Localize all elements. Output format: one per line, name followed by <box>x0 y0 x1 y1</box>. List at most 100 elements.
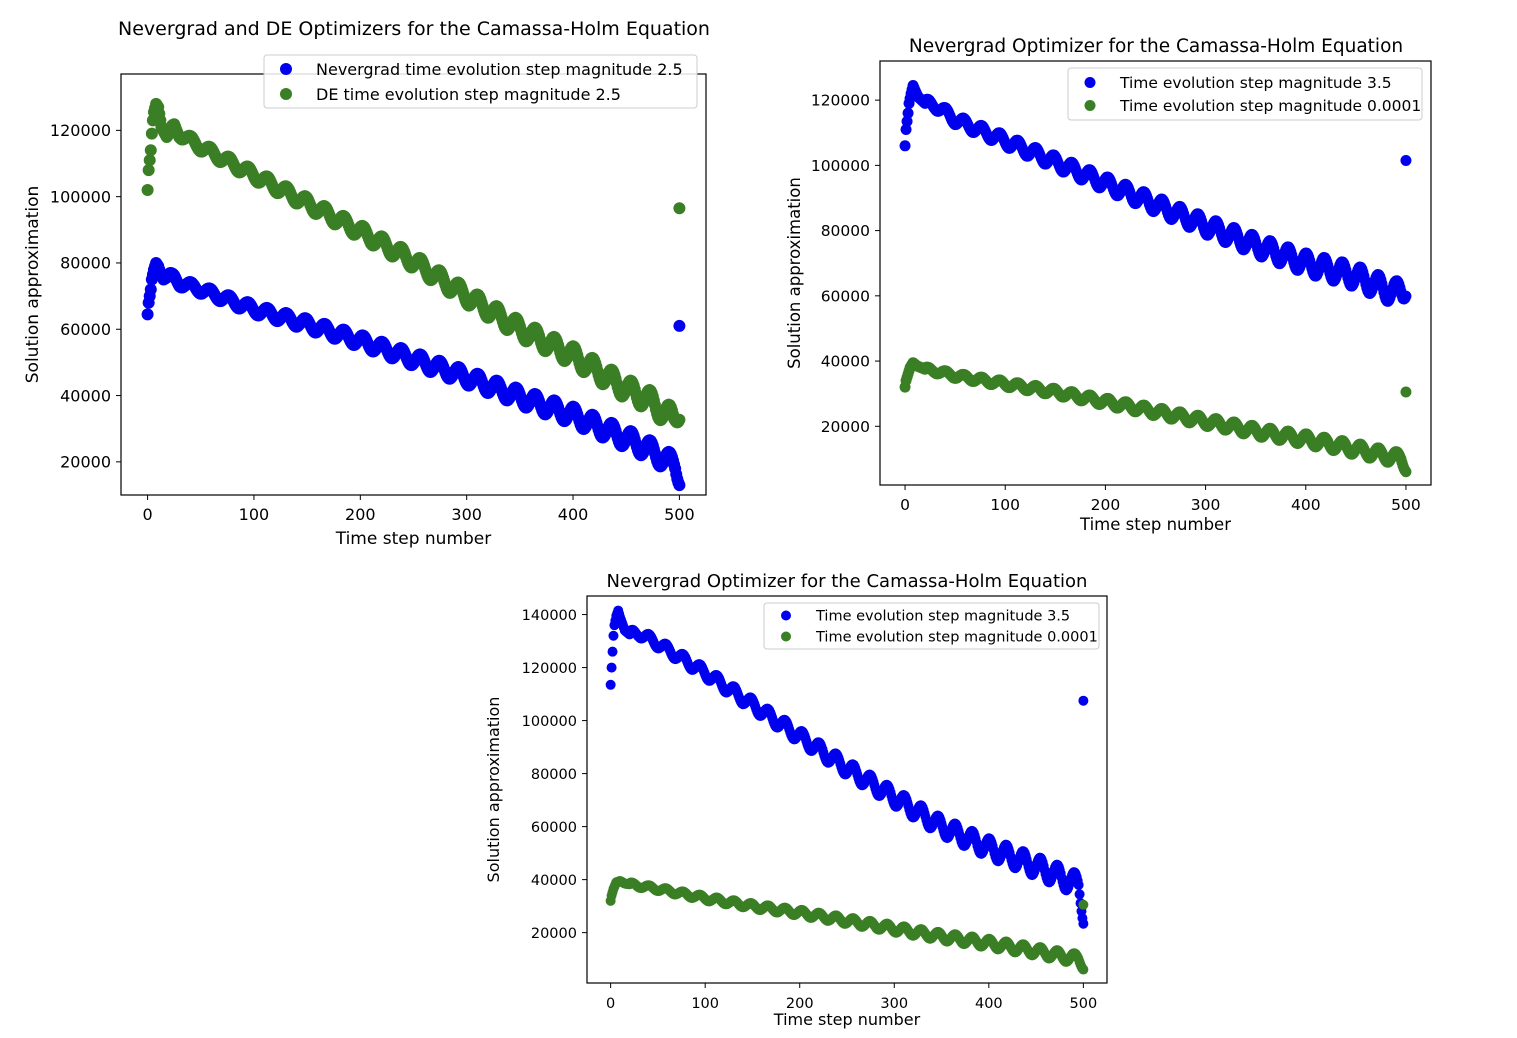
y-tick-label: 60000 <box>531 820 577 836</box>
data-point <box>608 630 619 641</box>
legend-entry-label: Nevergrad time evolution step magnitude … <box>316 60 683 79</box>
series-1 <box>605 605 1089 929</box>
y-tick-label: 20000 <box>60 453 111 472</box>
data-point <box>673 319 686 332</box>
legend-entry-label: DE time evolution step magnitude 2.5 <box>316 85 621 104</box>
x-tick-label: 400 <box>558 505 589 524</box>
data-point <box>673 202 686 215</box>
x-tick-label: 100 <box>239 505 270 524</box>
data-point <box>899 140 911 152</box>
chart-title: Nevergrad Optimizer for the Camassa-Holm… <box>909 36 1403 57</box>
x-tick-label: 200 <box>786 996 814 1012</box>
legend-box <box>763 602 1100 650</box>
data-point <box>606 662 617 673</box>
y-tick-label: 120000 <box>522 661 577 677</box>
legend: Nevergrad time evolution step magnitude … <box>263 54 698 109</box>
x-tick-label: 0 <box>142 505 152 524</box>
data-point <box>1078 899 1089 910</box>
y-tick-label: 120000 <box>811 92 870 110</box>
y-tick-label: 60000 <box>821 287 870 305</box>
data-point <box>1078 695 1089 706</box>
chart-1: Nevergrad and DE Optimizers for the Cama… <box>23 18 710 549</box>
y-tick-label: 80000 <box>531 767 577 783</box>
y-tick-label: 40000 <box>821 353 870 371</box>
data-point <box>901 115 913 127</box>
x-tick-label: 300 <box>1191 496 1221 514</box>
data-point <box>1400 154 1412 166</box>
y-tick-label: 120000 <box>50 121 111 140</box>
x-tick-label: 400 <box>975 996 1003 1012</box>
y-tick-label: 40000 <box>531 873 577 889</box>
chart-3: Nevergrad Optimizer for the Camassa-Holm… <box>484 571 1108 1029</box>
x-tick-label: 300 <box>880 996 908 1012</box>
x-tick-label: 0 <box>900 496 910 514</box>
data-point <box>141 184 154 197</box>
legend-box <box>1067 67 1423 121</box>
data-point <box>902 107 914 119</box>
plot-area-frame <box>586 595 1108 984</box>
y-tick-label: 100000 <box>522 714 577 730</box>
y-tick-label: 80000 <box>60 254 111 273</box>
legend-marker <box>781 610 791 621</box>
y-axis-label: Solution approximation <box>23 186 43 383</box>
x-tick-label: 500 <box>1391 496 1421 514</box>
x-tick-label: 500 <box>1070 996 1098 1012</box>
data-point <box>607 646 618 657</box>
x-axis-label: Time step number <box>335 529 492 549</box>
data-point <box>1400 386 1412 398</box>
data-point <box>1400 290 1412 302</box>
data-point <box>145 127 158 140</box>
chart-2: Nevergrad Optimizer for the Camassa-Holm… <box>785 36 1432 534</box>
data-point <box>144 144 157 157</box>
legend-marker <box>1084 100 1096 111</box>
y-tick-label: 60000 <box>60 320 111 339</box>
y-tick-label: 80000 <box>821 222 870 240</box>
series-2 <box>141 97 686 429</box>
legend-marker <box>781 631 791 642</box>
x-tick-label: 100 <box>990 496 1020 514</box>
data-point <box>1073 879 1084 890</box>
y-tick-label: 20000 <box>531 926 577 942</box>
data-point <box>143 154 156 167</box>
legend: Time evolution step magnitude 3.5 Time ev… <box>763 602 1100 650</box>
series-1 <box>899 79 1412 307</box>
series-2 <box>605 875 1089 975</box>
legend-box <box>263 54 698 109</box>
y-tick-label: 140000 <box>522 608 577 624</box>
plot-area-frame <box>879 60 1432 486</box>
data-point <box>1074 889 1085 900</box>
data-point <box>900 123 912 135</box>
x-axis-label: Time step number <box>773 1010 921 1029</box>
legend-entry-label: Time evolution step magnitude 0.0001 <box>815 630 1098 646</box>
x-tick-label: 400 <box>1291 496 1321 514</box>
legend-marker <box>280 63 292 75</box>
data-point <box>141 308 154 321</box>
y-tick-label: 100000 <box>50 187 111 206</box>
x-tick-label: 0 <box>606 996 615 1012</box>
data-point <box>1078 964 1089 975</box>
legend-marker <box>280 88 292 100</box>
legend-entry-label: Time evolution step magnitude 0.0001 <box>1119 97 1421 115</box>
y-axis-label: Solution approximation <box>484 697 503 883</box>
series-1 <box>141 256 686 492</box>
chart-title: Nevergrad and DE Optimizers for the Cama… <box>118 18 710 40</box>
legend-marker <box>1084 77 1096 88</box>
series-2 <box>899 357 1412 478</box>
data-point <box>144 283 157 296</box>
chart-title: Nevergrad Optimizer for the Camassa-Holm… <box>607 571 1088 592</box>
data-point <box>673 413 686 426</box>
data-point <box>142 164 155 177</box>
data-point <box>673 479 686 492</box>
data-point <box>605 679 616 690</box>
x-axis-label: Time step number <box>1079 515 1231 534</box>
legend-entry-label: Time evolution step magnitude 3.5 <box>1119 74 1392 92</box>
legend-entry-label: Time evolution step magnitude 3.5 <box>815 609 1070 625</box>
y-tick-label: 20000 <box>821 418 870 436</box>
x-tick-label: 300 <box>451 505 482 524</box>
x-tick-label: 200 <box>345 505 376 524</box>
y-tick-label: 100000 <box>811 157 870 175</box>
x-tick-label: 500 <box>664 505 695 524</box>
y-tick-label: 40000 <box>60 386 111 405</box>
x-tick-label: 200 <box>1091 496 1121 514</box>
